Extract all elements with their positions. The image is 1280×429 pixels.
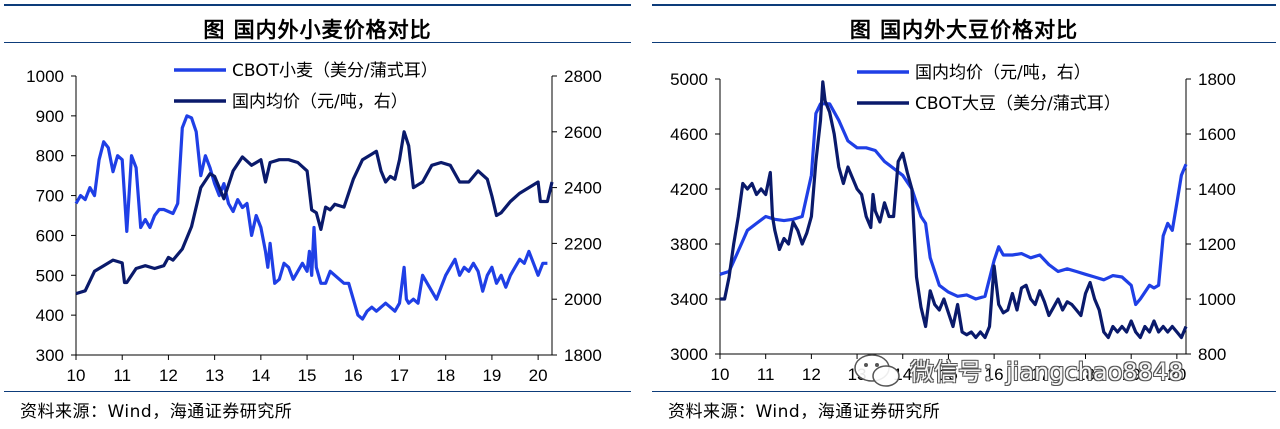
series-line-1 xyxy=(719,102,1188,307)
x-tick-label: 19 xyxy=(482,366,501,385)
soybean-title-bar: 图 国内外大豆价格对比 xyxy=(652,4,1276,43)
x-tick-label: 17 xyxy=(1030,365,1049,384)
left-y-tick-label: 500 xyxy=(36,266,64,285)
x-tick-label: 12 xyxy=(802,365,821,384)
left-y-tick-label: 3800 xyxy=(670,235,708,254)
x-tick-label: 12 xyxy=(159,366,178,385)
left-y-tick-label: 900 xyxy=(36,107,64,126)
x-tick-label: 17 xyxy=(390,366,409,385)
left-y-tick-label: 3000 xyxy=(670,345,708,364)
right-y-tick-label: 1800 xyxy=(1198,70,1236,89)
series-line-2 xyxy=(75,130,554,296)
wheat-source-divider xyxy=(4,391,631,392)
legend-label-2: CBOT大豆（美分/蒲式耳） xyxy=(915,94,1121,114)
soybean-chart-panel: 图 国内外大豆价格对比 3000 3400 3800 4200 4600 5000 800 1… xyxy=(648,0,1280,429)
x-tick-label: 10 xyxy=(711,365,730,384)
left-y-tick-label: 800 xyxy=(36,147,64,166)
left-y-tick-label: 3400 xyxy=(670,290,708,309)
legend-label-1: CBOT小麦（美分/蒲式耳） xyxy=(232,61,438,81)
wheat-price-chart: 300 400 500 600 700 800 900 1000 1800 2000 2200 240… xyxy=(26,61,602,385)
x-tick-label: 11 xyxy=(113,366,131,385)
left-y-tick-label: 300 xyxy=(36,346,64,365)
watermark-text: 微信号：jiangchao8848 xyxy=(910,358,1184,386)
right-y-tick-label: 1600 xyxy=(1198,125,1236,144)
left-y-tick-label: 5000 xyxy=(670,70,708,89)
x-tick-label: 14 xyxy=(251,366,270,385)
x-tick-label: 15 xyxy=(939,365,958,384)
right-y-tick-label: 1000 xyxy=(1198,290,1236,309)
right-y-tick-label: 1400 xyxy=(1198,180,1236,199)
wheat-source-note: 资料来源：Wind，海通证券研究所 xyxy=(20,402,293,422)
right-y-tick-label: 800 xyxy=(1198,345,1226,364)
left-y-tick-label: 4600 xyxy=(670,125,708,144)
series-line-2 xyxy=(720,80,1188,340)
legend-label-2: 国内均价（元/吨，右） xyxy=(232,92,408,112)
x-tick-label: 11 xyxy=(757,365,775,384)
left-y-tick-label: 1000 xyxy=(26,67,64,86)
right-y-tick-label: 2400 xyxy=(564,179,602,198)
soybean-source-divider xyxy=(652,391,1276,392)
wechat-icon xyxy=(854,354,900,387)
right-y-tick-label: 2600 xyxy=(564,123,602,142)
wheat-chart-title: 图 国内外小麦价格对比 xyxy=(203,17,432,42)
left-y-tick-label: 400 xyxy=(36,306,64,325)
x-tick-label: 18 xyxy=(1076,365,1095,384)
left-y-tick-label: 600 xyxy=(36,226,64,245)
x-tick-label: 19 xyxy=(1122,365,1141,384)
soybean-source-note: 资料来源：Wind，海通证券研究所 xyxy=(668,402,941,422)
series-line-1 xyxy=(74,114,548,321)
x-tick-label: 16 xyxy=(344,366,363,385)
wheat-title-bar: 图 国内外小麦价格对比 xyxy=(4,4,631,43)
right-y-tick-label: 1200 xyxy=(1198,235,1236,254)
soybean-price-chart: 3000 3400 3800 4200 4600 5000 800 1000 1200 1400 1… xyxy=(670,63,1236,384)
x-tick-label: 15 xyxy=(298,366,317,385)
left-y-tick-label: 4200 xyxy=(670,180,708,199)
x-tick-label: 18 xyxy=(436,366,455,385)
x-tick-label: 10 xyxy=(67,366,86,385)
x-tick-label: 20 xyxy=(529,366,548,385)
legend-label-1: 国内均价（元/吨，右） xyxy=(915,63,1091,83)
x-tick-label: 16 xyxy=(985,365,1004,384)
soybean-chart-title: 图 国内外大豆价格对比 xyxy=(849,17,1079,42)
right-y-tick-label: 2000 xyxy=(564,290,602,309)
right-y-tick-label: 1800 xyxy=(564,346,602,365)
watermark: 微信号：jiangchao8848 xyxy=(850,350,1250,390)
x-tick-label: 20 xyxy=(1167,365,1186,384)
left-y-tick-label: 700 xyxy=(36,187,64,206)
right-y-tick-label: 2200 xyxy=(564,234,602,253)
x-tick-label: 13 xyxy=(205,366,224,385)
right-y-tick-label: 2800 xyxy=(564,67,602,86)
wheat-chart-panel: 图 国内外小麦价格对比 300 400 500 600 700 800 900 1000 180… xyxy=(0,0,635,429)
